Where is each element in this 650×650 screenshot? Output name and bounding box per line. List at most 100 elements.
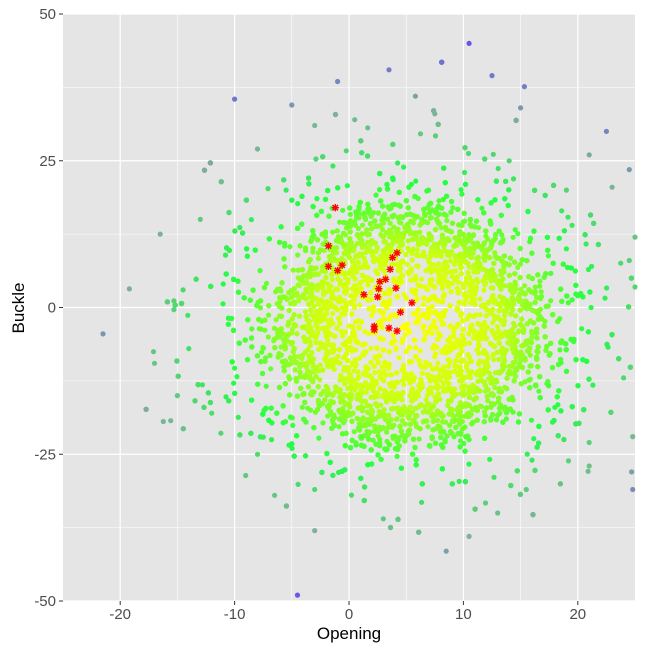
data-point [462,448,468,454]
data-point [201,404,207,410]
data-point [392,433,398,439]
data-point [595,241,602,248]
data-point [529,328,535,334]
data-point [312,122,318,129]
data-point [384,230,390,236]
data-point [501,357,508,363]
data-point [218,179,224,185]
data-point [344,225,350,231]
data-point [362,398,368,404]
data-point [323,383,329,389]
data-point [347,229,353,235]
data-point [266,312,272,318]
data-point [466,394,472,400]
data-point [299,267,306,273]
data-point [343,148,349,154]
data-point [296,283,302,289]
data-point [289,197,295,203]
data-point [550,312,556,318]
data-point [372,218,378,224]
data-point [237,224,243,231]
data-point [427,209,433,215]
data-point [315,271,321,277]
data-point [525,369,531,375]
data-point [524,348,531,354]
data-point [394,416,400,422]
data-point [349,437,355,443]
data-point [313,374,319,380]
data-point [415,195,421,202]
data-point [506,187,512,193]
data-point [555,361,562,368]
data-point [585,329,592,335]
data-point [439,205,445,211]
data-point [289,445,295,451]
data-point [174,358,180,364]
data-point [494,255,500,261]
data-point [460,389,466,395]
data-point [543,303,550,309]
data-point [501,264,507,270]
data-point [287,244,293,250]
data-point [362,484,368,490]
data-point [375,433,381,439]
data-point [289,330,295,336]
data-point [306,318,312,324]
data-point [544,234,551,240]
data-point [488,221,494,227]
data-point [150,349,157,355]
data-point [340,405,346,412]
data-point [342,381,348,387]
data-point [199,382,205,388]
data-point [311,303,317,309]
data-point [441,165,447,171]
data-point [551,182,557,188]
data-point [504,375,510,381]
data-point [418,402,424,408]
data-point [563,347,569,353]
data-point [444,193,450,199]
data-point [488,278,494,284]
data-point [310,204,316,210]
data-point [373,192,379,198]
data-point [442,180,448,186]
data-point [302,399,308,405]
data-point [484,405,490,411]
data-point [515,419,522,425]
data-point [342,467,348,473]
data-point [247,297,253,303]
data-point [333,384,339,390]
data-point [315,397,321,403]
data-point [310,249,316,255]
data-point [303,247,309,254]
data-point [322,234,328,240]
data-point [630,486,636,493]
data-point [375,210,381,216]
data-point [517,307,523,313]
data-point [266,236,272,242]
data-point [378,402,384,408]
data-point [424,241,430,247]
data-point [376,408,382,415]
data-point [526,377,532,383]
data-point [231,276,237,282]
data-point [409,409,415,415]
data-point [421,418,427,424]
data-point [350,410,356,416]
data-point [495,165,501,172]
data-point [462,479,468,485]
data-point [500,419,506,425]
data-point [267,352,273,358]
data-point [289,415,295,421]
data-point [231,380,237,386]
data-point [508,311,514,317]
data-point [367,221,373,227]
data-point [557,481,564,487]
data-point [369,413,375,419]
data-point [447,428,454,435]
data-point [314,406,321,413]
data-point [361,497,367,504]
data-point [515,264,521,270]
data-point [328,283,334,289]
data-point [549,365,556,371]
